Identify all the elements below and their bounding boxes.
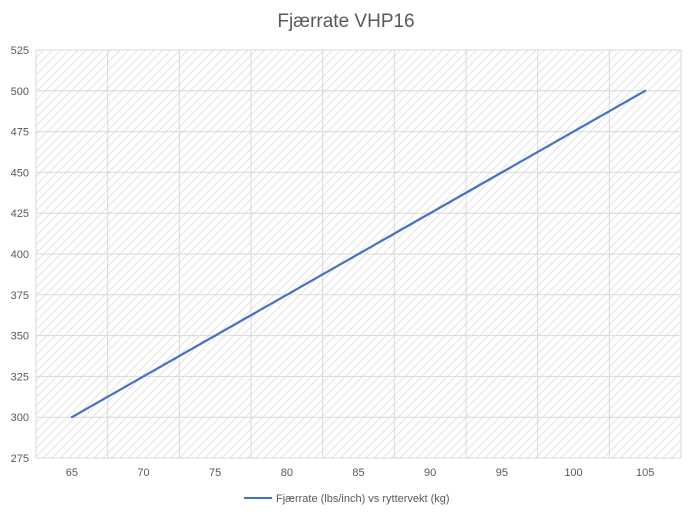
y-tick-label: 400 bbox=[11, 249, 29, 261]
x-tick-label: 70 bbox=[137, 467, 149, 479]
y-tick-label: 275 bbox=[11, 453, 29, 465]
legend-label: Fjærrate (lbs/inch) vs ryttervekt (kg) bbox=[276, 493, 450, 505]
y-axis-tick-labels: 275 300 325 350 375 400 425 450 475 500 525 bbox=[11, 45, 29, 465]
y-tick-label: 425 bbox=[11, 208, 29, 220]
series-layer bbox=[70, 89, 647, 419]
y-tick-label: 450 bbox=[11, 167, 29, 179]
series-line-0 bbox=[70, 89, 647, 419]
x-tick-label: 105 bbox=[636, 467, 654, 479]
x-tick-label: 75 bbox=[209, 467, 221, 479]
y-tick-label: 300 bbox=[11, 412, 29, 424]
y-tick-label: 525 bbox=[11, 45, 29, 57]
y-tick-label: 500 bbox=[11, 86, 29, 98]
x-tick-label: 95 bbox=[496, 467, 508, 479]
legend: Fjærrate (lbs/inch) vs ryttervekt (kg) bbox=[244, 493, 450, 505]
y-tick-label: 350 bbox=[11, 331, 29, 343]
x-axis-tick-labels: 65 70 75 80 85 90 95 100 105 bbox=[66, 467, 655, 479]
x-tick-label: 85 bbox=[352, 467, 364, 479]
chart-title: Fjærrate VHP16 bbox=[277, 11, 414, 32]
x-tick-label: 90 bbox=[424, 467, 436, 479]
x-tick-label: 65 bbox=[66, 467, 78, 479]
x-tick-label: 80 bbox=[281, 467, 293, 479]
y-tick-label: 375 bbox=[11, 290, 29, 302]
y-tick-label: 325 bbox=[11, 371, 29, 383]
y-tick-label: 475 bbox=[11, 127, 29, 139]
x-tick-label: 100 bbox=[564, 467, 582, 479]
